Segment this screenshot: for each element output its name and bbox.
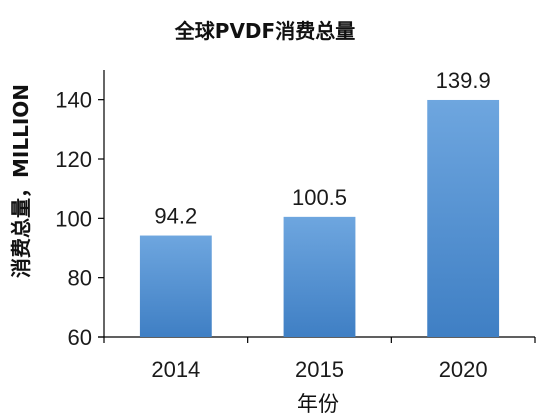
bar-2015	[283, 216, 356, 337]
x-tick-label-2015: 2015	[295, 357, 344, 382]
y-axis-title: 消费总量，MILLION	[9, 84, 33, 278]
bar-2014	[139, 235, 212, 337]
x-axis-title: 年份	[297, 392, 339, 416]
y-tick-label: 60	[68, 325, 92, 350]
data-label-2015: 100.5	[292, 185, 347, 210]
x-tick-label-2014: 2014	[151, 357, 200, 382]
bar-2020	[427, 99, 500, 337]
chart-title: 全球PVDF消费总量	[174, 19, 355, 43]
y-tick-label: 100	[55, 206, 92, 231]
y-tick-label: 120	[55, 147, 92, 172]
x-tick-label-2020: 2020	[439, 357, 488, 382]
data-label-2014: 94.2	[154, 204, 197, 229]
y-tick-label: 80	[68, 266, 92, 291]
data-label-2020: 139.9	[436, 68, 491, 93]
y-tick-label: 140	[55, 88, 92, 113]
plot-area: 60 80 100 120 140 94.2 2014 100.5 2015 139.9 2020	[55, 68, 536, 382]
